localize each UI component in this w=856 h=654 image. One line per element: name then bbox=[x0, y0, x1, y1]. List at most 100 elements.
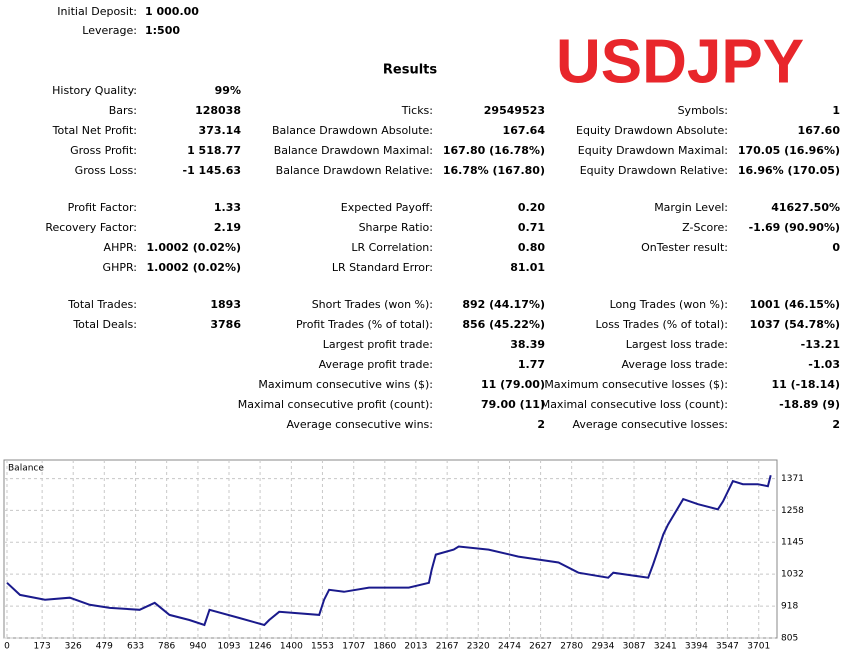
x-tick-label: 1093 bbox=[218, 642, 241, 652]
stat-value: -13.21 bbox=[801, 338, 840, 351]
stat-label: Average loss trade: bbox=[622, 358, 728, 371]
x-tick-label: 326 bbox=[65, 642, 82, 652]
stat-label: Gross Profit: bbox=[70, 144, 137, 157]
balance-line bbox=[6, 474, 772, 627]
stat-value: 892 (44.17%) bbox=[462, 298, 545, 311]
stat-value: 16.96% (170.05) bbox=[738, 164, 840, 177]
x-tick-label: 173 bbox=[34, 642, 51, 652]
label: Initial Deposit: bbox=[57, 5, 137, 18]
stat-label: Total Net Profit: bbox=[52, 124, 137, 137]
x-tick-label: 479 bbox=[96, 642, 113, 652]
stat-label: Average profit trade: bbox=[319, 358, 433, 371]
stat-label: Symbols: bbox=[678, 104, 728, 117]
stat-label: Equity Drawdown Absolute: bbox=[576, 124, 728, 137]
stat-label: Z-Score: bbox=[682, 221, 728, 234]
chart-title: Balance bbox=[8, 464, 44, 474]
stat-value: 1.0002 (0.02%) bbox=[147, 261, 242, 274]
stat-value: -1.69 (90.90%) bbox=[749, 221, 840, 234]
stat-label: Profit Trades (% of total): bbox=[296, 318, 433, 331]
stat-value: 41627.50% bbox=[771, 201, 840, 214]
stat-label: Largest loss trade: bbox=[626, 338, 728, 351]
y-tick-label: 1371 bbox=[781, 474, 804, 484]
x-tick-label: 3701 bbox=[747, 642, 770, 652]
stat-label: Total Deals: bbox=[72, 318, 137, 331]
stat-label: Margin Level: bbox=[654, 201, 728, 214]
y-tick-label: 1032 bbox=[781, 570, 804, 580]
stat-value: 38.39 bbox=[510, 338, 545, 351]
stat-label: Gross Loss: bbox=[75, 164, 137, 177]
stat-value: 29549523 bbox=[484, 104, 545, 117]
x-tick-label: 940 bbox=[189, 642, 206, 652]
stat-value: 0 bbox=[832, 241, 840, 254]
x-tick-label: 2934 bbox=[591, 642, 614, 652]
stat-label: Loss Trades (% of total): bbox=[596, 318, 728, 331]
stat-label: Profit Factor: bbox=[68, 201, 137, 214]
stat-value: 167.60 bbox=[798, 124, 841, 137]
stat-label: OnTester result: bbox=[641, 241, 728, 254]
x-tick-label: 2780 bbox=[560, 642, 583, 652]
stat-value: 1.0002 (0.02%) bbox=[147, 241, 242, 254]
stat-value: -18.89 (9) bbox=[779, 398, 840, 411]
stat-value: 1893 bbox=[210, 298, 241, 311]
stat-label: Equity Drawdown Relative: bbox=[580, 164, 728, 177]
stat-label: Balance Drawdown Absolute: bbox=[272, 124, 433, 137]
x-tick-label: 2320 bbox=[467, 642, 490, 652]
stat-value: 2.19 bbox=[214, 221, 241, 234]
stat-label: History Quality: bbox=[52, 84, 137, 97]
stat-value: 99% bbox=[215, 84, 241, 97]
stat-label: Expected Payoff: bbox=[341, 201, 433, 214]
stat-label: LR Correlation: bbox=[351, 241, 433, 254]
chart-frame bbox=[3, 459, 778, 639]
stat-value: -1 145.63 bbox=[183, 164, 242, 177]
stat-label: Maximum consecutive losses ($): bbox=[544, 378, 728, 391]
x-tick-label: 2474 bbox=[498, 642, 521, 652]
stat-label: GHPR: bbox=[103, 261, 137, 274]
stat-label: Short Trades (won %): bbox=[312, 298, 433, 311]
stat-value: 1 518.77 bbox=[187, 144, 241, 157]
stat-label: Long Trades (won %): bbox=[610, 298, 728, 311]
x-tick-label: 0 bbox=[4, 642, 10, 652]
y-tick-label: 805 bbox=[781, 634, 798, 644]
stat-value: 79.00 (11) bbox=[481, 398, 545, 411]
stat-value: 128038 bbox=[195, 104, 241, 117]
y-tick-label: 918 bbox=[781, 602, 798, 612]
value: 1 000.00 bbox=[145, 5, 199, 18]
stat-label: Average consecutive losses: bbox=[572, 418, 728, 431]
value: 1:500 bbox=[145, 24, 180, 37]
x-tick-label: 1707 bbox=[342, 642, 365, 652]
x-tick-label: 2627 bbox=[529, 642, 552, 652]
stat-value: -1.03 bbox=[808, 358, 840, 371]
stat-label: Sharpe Ratio: bbox=[359, 221, 433, 234]
results-title: Results bbox=[383, 63, 437, 78]
stat-label: Recovery Factor: bbox=[45, 221, 137, 234]
stat-value: 1.33 bbox=[214, 201, 241, 214]
stat-value: 170.05 (16.96%) bbox=[738, 144, 840, 157]
stat-value: 11 (-18.14) bbox=[771, 378, 840, 391]
stat-value: 11 (79.00) bbox=[481, 378, 545, 391]
x-tick-label: 3087 bbox=[623, 642, 646, 652]
stat-value: 16.78% (167.80) bbox=[443, 164, 545, 177]
stat-label: Largest profit trade: bbox=[323, 338, 433, 351]
x-tick-label: 633 bbox=[127, 642, 144, 652]
stat-label: Balance Drawdown Maximal: bbox=[274, 144, 433, 157]
stat-value: 0.80 bbox=[518, 241, 545, 254]
stat-value: 2 bbox=[537, 418, 545, 431]
stat-label: LR Standard Error: bbox=[332, 261, 433, 274]
stat-value: 373.14 bbox=[199, 124, 242, 137]
stat-label: Maximum consecutive wins ($): bbox=[258, 378, 433, 391]
stat-value: 3786 bbox=[210, 318, 241, 331]
x-tick-label: 3394 bbox=[685, 642, 708, 652]
x-tick-label: 1553 bbox=[311, 642, 334, 652]
stat-label: Bars: bbox=[109, 104, 137, 117]
stat-label: Average consecutive wins: bbox=[286, 418, 433, 431]
x-tick-label: 1860 bbox=[373, 642, 396, 652]
stat-label: Balance Drawdown Relative: bbox=[276, 164, 433, 177]
x-tick-label: 1246 bbox=[249, 642, 272, 652]
x-tick-label: 3547 bbox=[716, 642, 739, 652]
stat-label: Maximal consecutive profit (count): bbox=[238, 398, 433, 411]
stat-label: Equity Drawdown Maximal: bbox=[578, 144, 728, 157]
stat-value: 1001 (46.15%) bbox=[750, 298, 840, 311]
stat-label: Ticks: bbox=[401, 104, 433, 117]
